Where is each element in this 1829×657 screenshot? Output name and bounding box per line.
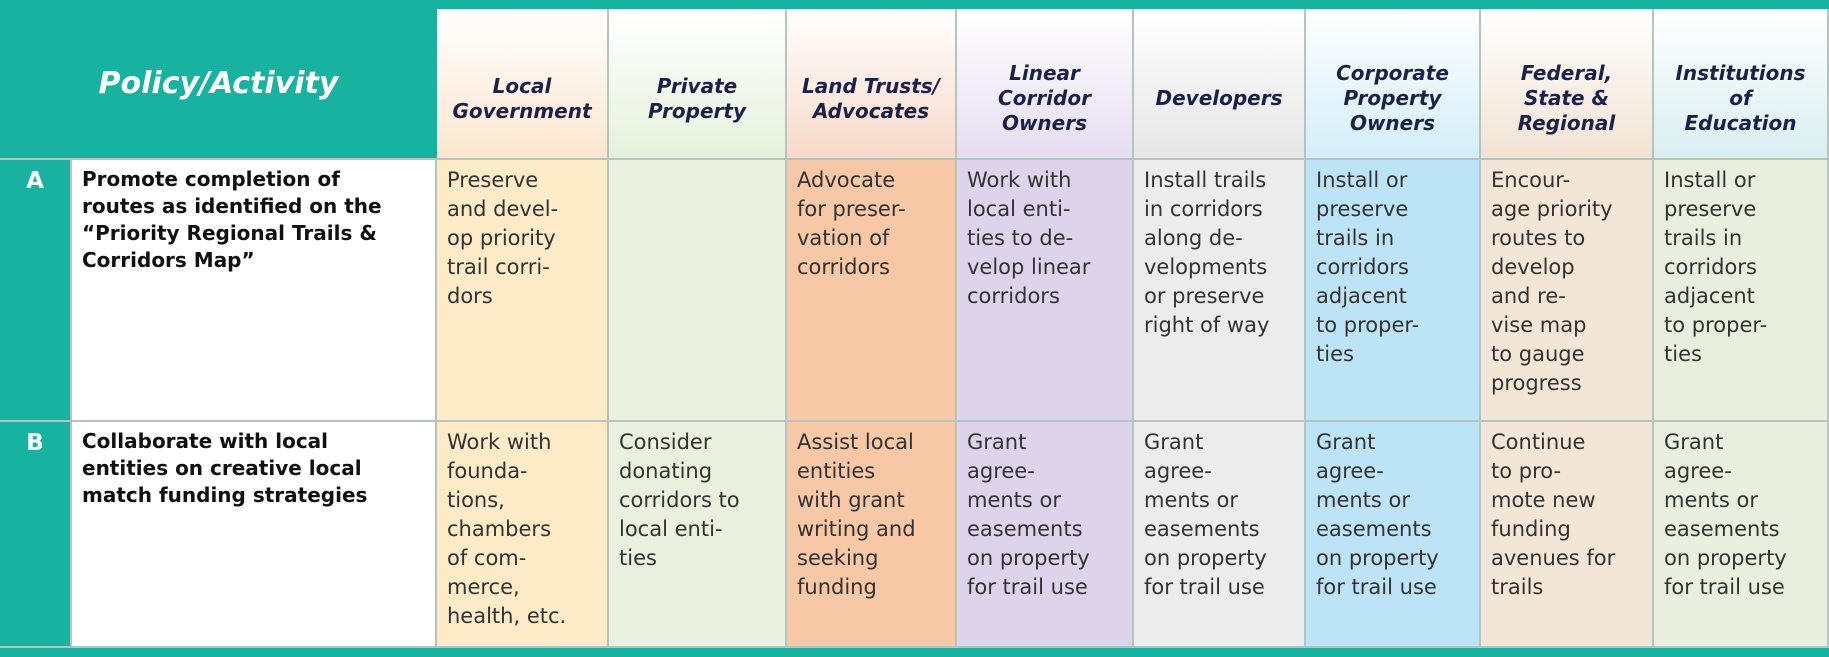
- column-header: Institutions of Education: [1654, 9, 1829, 160]
- column-header: Developers: [1134, 9, 1306, 160]
- cell: Advocate for preser- vation of corridors: [787, 160, 957, 422]
- cell: Work with founda- tions, chambers of com…: [437, 422, 609, 648]
- row-id: A: [0, 160, 72, 422]
- table-title: Policy/Activity: [0, 9, 437, 160]
- column-header: Federal, State & Regional: [1481, 9, 1654, 160]
- cell: Work with local enti- ties to de- velop …: [957, 160, 1134, 422]
- row-policy: Collaborate with local entities on creat…: [72, 422, 437, 648]
- cell: Consider donating corridors to local ent…: [609, 422, 787, 648]
- column-header: Linear Corridor Owners: [957, 9, 1134, 160]
- cell: Encour- age priority routes to develop a…: [1481, 160, 1654, 422]
- cell: Grant agree- ments or easements on prope…: [1306, 422, 1481, 648]
- column-header: Land Trusts/ Advocates: [787, 9, 957, 160]
- row-id: B: [0, 422, 72, 648]
- cell: Grant agree- ments or easements on prope…: [1134, 422, 1306, 648]
- row-policy: Promote completion of routes as identifi…: [72, 160, 437, 422]
- cell: Grant agree- ments or easements on prope…: [957, 422, 1134, 648]
- cell: Assist local entities with grant writing…: [787, 422, 957, 648]
- column-header: Private Property: [609, 9, 787, 160]
- cell: Install or preserve trails in corridors …: [1654, 160, 1829, 422]
- column-header: Corporate Property Owners: [1306, 9, 1481, 160]
- cell: Grant agree- ments or easements on prope…: [1654, 422, 1829, 648]
- column-header: Local Government: [437, 9, 609, 160]
- cell: Continue to pro- mote new funding avenue…: [1481, 422, 1654, 648]
- cell: [609, 160, 787, 422]
- cell: Install trails in corridors along de- ve…: [1134, 160, 1306, 422]
- cell: Install or preserve trails in corridors …: [1306, 160, 1481, 422]
- cell: Preserve and devel- op priority trail co…: [437, 160, 609, 422]
